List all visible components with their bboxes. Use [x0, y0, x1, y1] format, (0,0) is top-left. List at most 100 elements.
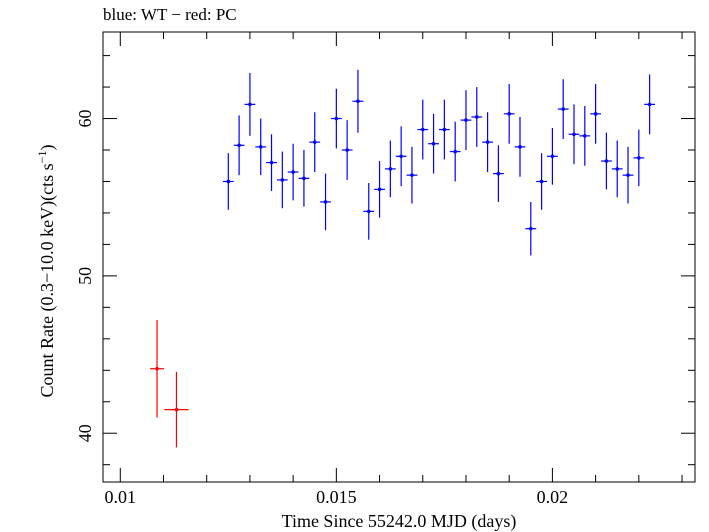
point-marker: [174, 407, 179, 412]
point-marker: [302, 176, 306, 181]
data-point: [255, 118, 267, 176]
point-marker: [226, 179, 231, 184]
point-marker: [366, 209, 371, 214]
point-marker: [572, 132, 576, 137]
data-point: [536, 153, 547, 210]
point-marker: [356, 99, 360, 104]
point-marker: [561, 107, 566, 111]
point-marker: [453, 149, 457, 154]
data-point: [568, 104, 580, 165]
y-tick-label: 50: [75, 267, 95, 285]
y-axis-label-main: Count Rate (0.3−10.0 keV)(cts s: [37, 163, 58, 397]
point-marker: [604, 159, 609, 163]
data-point: [579, 105, 591, 166]
data-point: [633, 129, 645, 187]
data-point: [557, 79, 569, 139]
x-tick-label: 0.01: [105, 487, 137, 507]
point-marker: [155, 366, 159, 371]
point-marker: [312, 140, 317, 144]
point-marker: [615, 167, 620, 171]
data-point: [330, 88, 342, 149]
point-marker: [647, 102, 652, 107]
point-marker: [626, 173, 630, 177]
data-point: [374, 161, 385, 218]
x-tick-label: 0.015: [316, 487, 357, 507]
point-marker: [528, 226, 533, 231]
data-point: [417, 99, 429, 160]
data-point: [309, 112, 321, 173]
point-marker: [323, 200, 328, 204]
data-point: [150, 319, 164, 418]
data-point: [395, 126, 407, 187]
data-point: [611, 140, 623, 198]
data-point: [514, 116, 526, 177]
point-marker: [237, 143, 241, 148]
point-marker: [507, 112, 511, 116]
data-point: [244, 72, 256, 136]
point-marker: [496, 171, 501, 176]
point-marker: [431, 141, 436, 146]
data-point: [287, 143, 299, 201]
data-point: [266, 134, 277, 191]
data-point: [471, 87, 483, 147]
x-axis-label: Time Since 55242.0 MJD (days): [282, 511, 517, 532]
y-axis-label-exponent: −1: [35, 151, 49, 164]
point-marker: [420, 127, 425, 132]
y-tick-label: 60: [75, 110, 95, 128]
point-marker: [399, 154, 403, 159]
data-point: [164, 371, 189, 448]
axis-ticks: 0.01 0.015 0.02 40 50 60: [75, 32, 695, 507]
point-marker: [474, 115, 479, 119]
data-point: [428, 113, 439, 174]
data-point: [547, 127, 558, 185]
point-marker: [410, 173, 414, 177]
data-point: [438, 99, 450, 160]
data-point: [503, 83, 515, 144]
data-point: [590, 83, 602, 144]
point-marker: [269, 160, 274, 165]
data-point: [384, 140, 396, 198]
point-marker: [248, 102, 252, 107]
data-point: [460, 90, 472, 151]
point-marker: [442, 127, 447, 132]
data-point: [482, 112, 493, 173]
point-marker: [258, 145, 263, 149]
data-point: [525, 201, 537, 256]
data-point: [352, 69, 364, 133]
data-point: [492, 145, 504, 202]
data-point: [363, 183, 375, 240]
point-marker: [583, 134, 587, 138]
point-marker: [637, 156, 641, 160]
data-point: [449, 121, 461, 182]
point-marker: [539, 179, 544, 184]
x-tick-label: 0.02: [537, 487, 569, 507]
plot-frame: [102, 31, 696, 483]
data-point: [341, 120, 353, 180]
point-marker: [593, 112, 598, 116]
chart-title: blue: WT − red: PC: [103, 5, 237, 24]
point-marker: [518, 145, 522, 149]
point-marker: [388, 167, 393, 171]
data-point: [276, 151, 288, 209]
data-point: [622, 146, 634, 204]
data-point: [601, 132, 612, 190]
y-axis-label-close: ): [37, 145, 58, 151]
data-point: [644, 74, 656, 135]
point-marker: [550, 154, 555, 159]
point-marker: [464, 118, 468, 122]
data-point: [222, 153, 234, 210]
data-point: [298, 150, 310, 207]
point-marker: [377, 187, 382, 192]
point-marker: [485, 140, 490, 144]
data-marks: [150, 69, 656, 448]
data-point: [320, 173, 331, 231]
data-point: [406, 146, 418, 204]
data-point: [233, 115, 245, 176]
y-tick-label: 40: [75, 424, 95, 442]
point-marker: [291, 170, 295, 174]
point-marker: [280, 178, 285, 182]
point-marker: [345, 148, 349, 152]
y-axis-label: Count Rate (0.3−10.0 keV)(cts s−1): [35, 145, 58, 398]
point-marker: [334, 116, 339, 121]
